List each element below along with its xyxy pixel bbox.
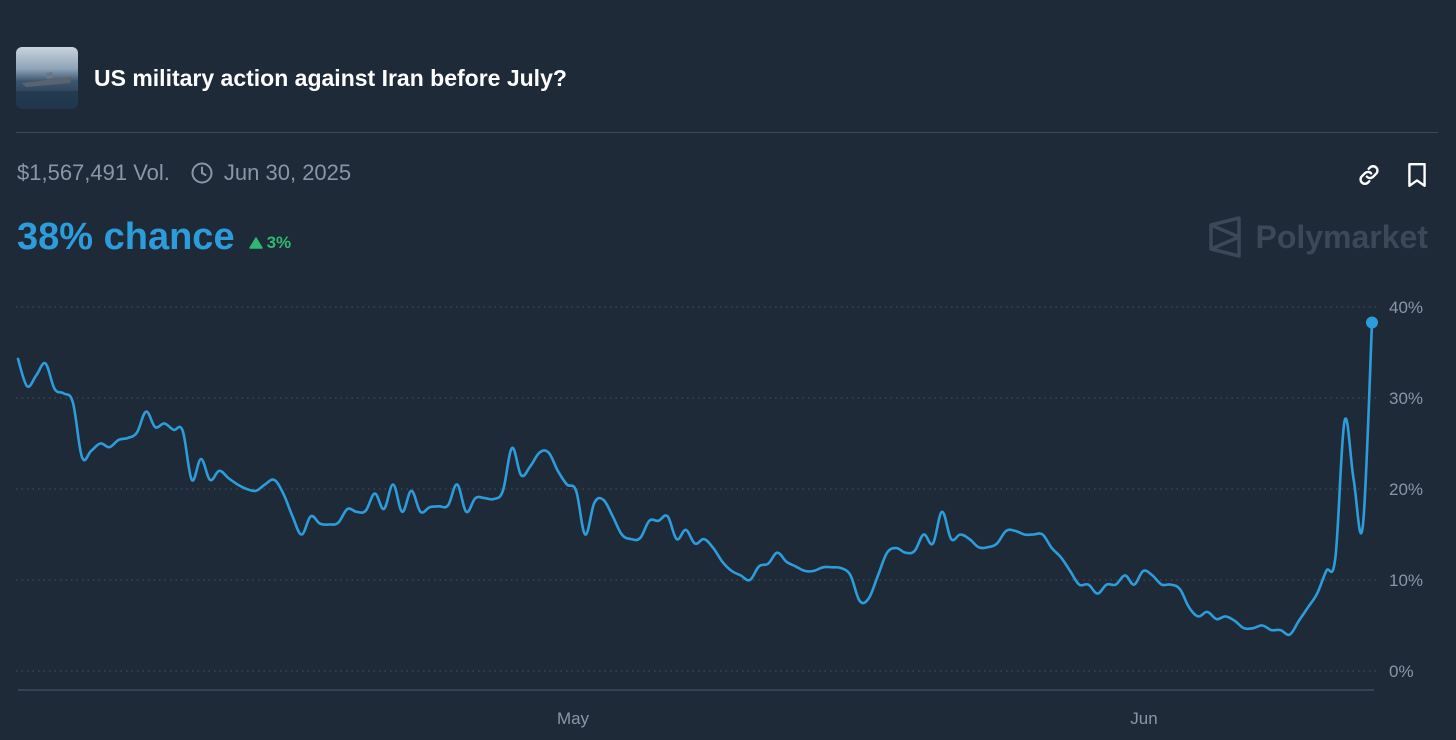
triangle-up-icon [248, 237, 263, 249]
probability-chart: 0% 10% 20% 30% 40% May Jun [16, 298, 1423, 728]
chance-row: 38% chance 3% [17, 216, 291, 259]
bookmark-icon [1408, 162, 1426, 188]
series-line [16, 321, 1374, 637]
clock-icon [191, 162, 213, 184]
y-tick-label: 0% [1389, 662, 1414, 681]
chance-value: 38% chance [17, 216, 235, 258]
market-meta: $1,567,491 Vol. Jun 30, 2025 [17, 160, 351, 186]
brand-name: Polymarket [1255, 218, 1428, 255]
x-tick-label: Jun [1130, 709, 1157, 728]
header-divider [16, 132, 1438, 133]
market-thumbnail[interactable] [16, 47, 78, 109]
market-header: US military action against Iran before J… [16, 47, 567, 109]
copy-link-button[interactable] [1354, 160, 1384, 190]
polymarket-logo-icon [1209, 216, 1242, 258]
delta-value: 3% [266, 233, 292, 252]
volume-text: $1,567,491 Vol. [17, 160, 170, 185]
y-tick-label: 40% [1389, 298, 1423, 317]
x-tick-label: May [557, 709, 590, 728]
end-date-text: Jun 30, 2025 [223, 160, 352, 185]
y-tick-label: 10% [1389, 571, 1423, 590]
current-value-point [1366, 316, 1378, 329]
chance-delta: 3% [248, 233, 292, 253]
market-actions [1336, 160, 1432, 190]
brand-watermark: Polymarket [1207, 216, 1428, 258]
bookmark-button[interactable] [1402, 160, 1432, 190]
market-title: US military action against Iran before J… [94, 64, 567, 91]
link-icon [1359, 165, 1379, 185]
y-tick-label: 20% [1389, 480, 1423, 499]
y-tick-label: 30% [1389, 389, 1423, 408]
